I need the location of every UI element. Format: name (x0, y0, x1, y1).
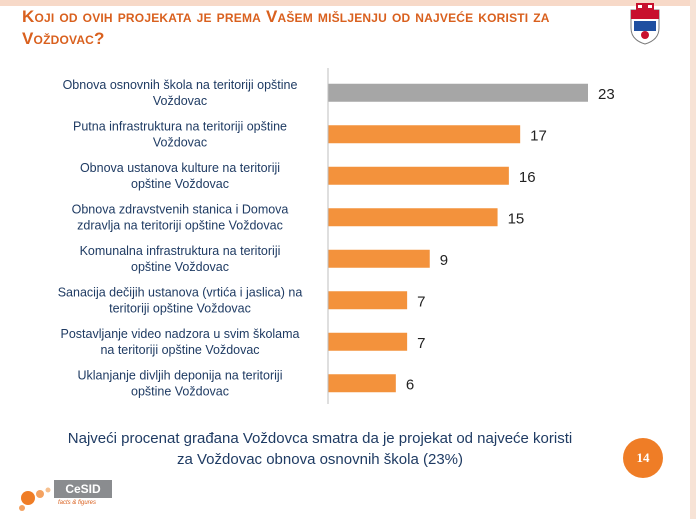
page-number-badge: 14 (623, 438, 663, 478)
category-label: Obnova osnovnih škola na teritoriji opšt… (63, 78, 298, 108)
bar-chart: Obnova osnovnih škola na teritoriji opšt… (58, 68, 615, 404)
logo-swirl-icon (19, 487, 51, 511)
slide-title: Koji od ovih projekata je prema Vašem mi… (22, 7, 550, 48)
slide-border-right (690, 0, 696, 519)
category-label: Obnova zdravstvenih stanica i Domova zdra… (72, 202, 289, 232)
summary-line-1: Najveći procenat građana Voždovca smatra… (67, 430, 573, 447)
summary-line-2: za Voždovac obnova osnovnih škola (23%) (176, 451, 463, 468)
category-label: Uklanjanje divljih deponija na teritorij… (78, 368, 283, 398)
data-label: 7 (417, 293, 425, 310)
category-label: Komunalna infrastruktura na teritoriji op… (80, 244, 281, 274)
category-label: Obnova ustanova kulture na teritoriji opš… (80, 161, 280, 191)
bar (328, 332, 408, 351)
coat-of-arms-icon (630, 3, 660, 45)
bar (328, 374, 396, 393)
data-label: 9 (440, 252, 448, 269)
category-label: Putna infrastruktura na teritoriji opšti… (73, 119, 287, 149)
logo-wordmark: CeSID (54, 480, 112, 498)
data-label: 23 (598, 86, 615, 103)
data-label: 6 (406, 376, 414, 393)
bar (328, 291, 408, 310)
data-label: 15 (508, 210, 525, 227)
bar (328, 166, 509, 185)
bar (328, 249, 430, 268)
summary-text: Najveći procenat građana Voždovca smatra… (20, 428, 620, 470)
data-label: 16 (519, 169, 536, 186)
category-label: Sanacija dečijih ustanova (vrtića i jasl… (58, 285, 303, 315)
slide-border-top (0, 0, 696, 6)
logo-tagline: facts & figures (58, 500, 97, 506)
data-label: 17 (530, 127, 547, 144)
bar (328, 83, 588, 102)
data-label: 7 (417, 335, 425, 352)
category-label: Postavljanje video nadzora u svim školam… (60, 327, 299, 357)
bar (328, 208, 498, 227)
cesid-logo: CeSID facts & figures (14, 478, 124, 514)
bar (328, 125, 521, 144)
